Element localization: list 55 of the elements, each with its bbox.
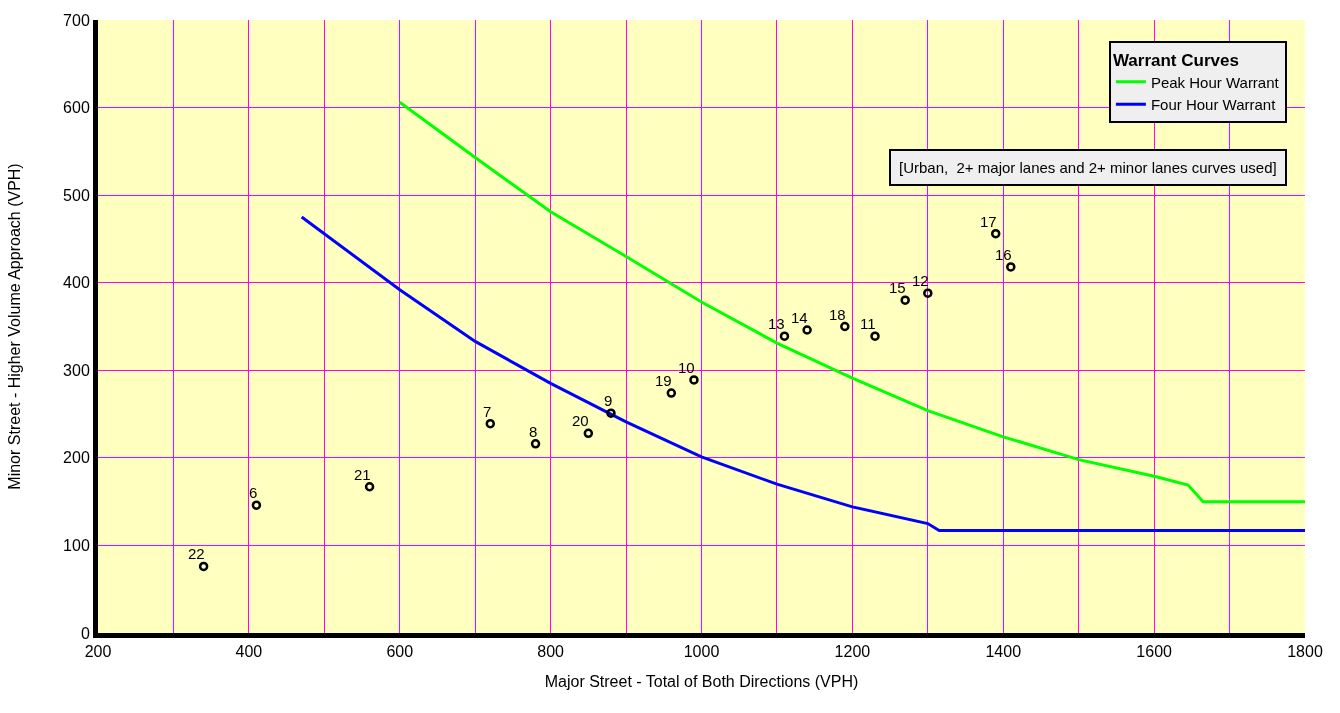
point [900,295,910,305]
point [689,375,699,385]
annotation: 21 [354,466,371,483]
x-tick-label: 1000 [683,643,720,661]
legend-title: Warrant Curves [1112,50,1239,70]
annotation: 9 [604,392,613,409]
annotation: 11 [860,315,876,332]
point [990,228,1001,239]
annotation: 18 [829,306,846,323]
x-tick-label: 1400 [985,643,1022,661]
annotation: 8 [529,423,538,440]
y-tick-label: 0 [80,624,90,642]
point [606,408,616,418]
line-series [398,100,1305,504]
annotation: 14 [791,309,808,326]
point [779,331,790,341]
annotation: 20 [572,412,589,429]
point [485,418,496,429]
point [923,288,933,298]
annotation: 7 [483,403,492,420]
x-tick-label: 600 [386,643,414,661]
y-axis-title: Minor Street - Higher Volume Approach (VPH) [6,163,23,490]
y-tick-label: 100 [63,537,90,555]
x-axis-title: Major Street - Total of Both Directions (VPH) [544,672,859,690]
x-tick-label: 800 [537,643,565,661]
y-tick-label: 200 [63,449,90,467]
annotation: 15 [889,279,906,296]
x-tick-label: 1200 [834,643,871,661]
y-tick-label: 500 [63,186,90,204]
annotation: 17 [980,213,997,230]
point [583,428,594,439]
x-tick-label: 1600 [1136,643,1173,661]
x-tick-label: 400 [235,643,263,661]
point [364,482,375,492]
legend-label: Peak Hour Warrant [1150,73,1280,91]
point [530,439,541,449]
x-tick-label: 1800 [1287,643,1323,661]
annotation: 19 [655,372,672,389]
line-series [300,215,1305,533]
x-tick-label: 200 [84,643,112,661]
point [666,388,677,398]
point [870,331,880,341]
annotation: [Urban, 2+ major lanes and 2+ minor lanes curves used] [899,159,1277,176]
legend-label: Four Hour Warrant [1150,96,1277,114]
point [251,500,262,510]
annotation: 22 [188,545,205,562]
point [198,561,209,572]
annotation: 6 [249,484,258,501]
point [1006,262,1016,272]
point [802,325,812,335]
y-tick-label: 600 [63,99,90,117]
y-tick-label: 300 [63,361,90,379]
y-tick-label: 700 [63,11,90,29]
y-tick-label: 400 [63,274,90,292]
point [840,321,850,332]
